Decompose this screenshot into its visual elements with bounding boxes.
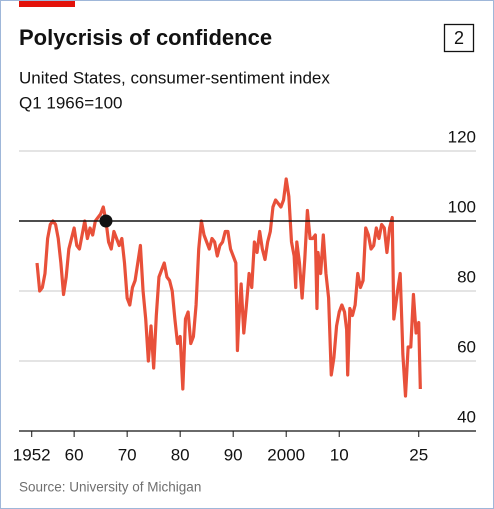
y-tick-label: 60	[457, 337, 476, 356]
x-tick-label: 60	[65, 445, 84, 464]
chart-title: Polycrisis of confidence	[19, 25, 272, 50]
x-tick-label: 80	[171, 445, 190, 464]
y-tick-label: 120	[448, 127, 476, 146]
x-tick-label: 70	[118, 445, 137, 464]
x-tick-label: 10	[330, 445, 349, 464]
base-marker	[99, 214, 113, 228]
x-tick-label: 2000	[267, 445, 305, 464]
x-tick-label: 1952	[13, 445, 51, 464]
line-series	[35, 177, 422, 398]
y-tick-label: 80	[457, 267, 476, 286]
x-tick-label: 90	[224, 445, 243, 464]
number-box	[443, 23, 475, 53]
source: Source: University of Michigan	[19, 480, 201, 495]
chart-number: 2	[454, 28, 464, 48]
subtitle-2: Q1 1966=100	[19, 93, 123, 112]
y-tick-label: 100	[448, 197, 476, 216]
subtitle: United States, consumer-sentiment index	[19, 68, 330, 87]
y-tick-label: 40	[457, 407, 476, 426]
x-tick-label: 25	[409, 445, 428, 464]
brand-bar	[19, 1, 75, 7]
